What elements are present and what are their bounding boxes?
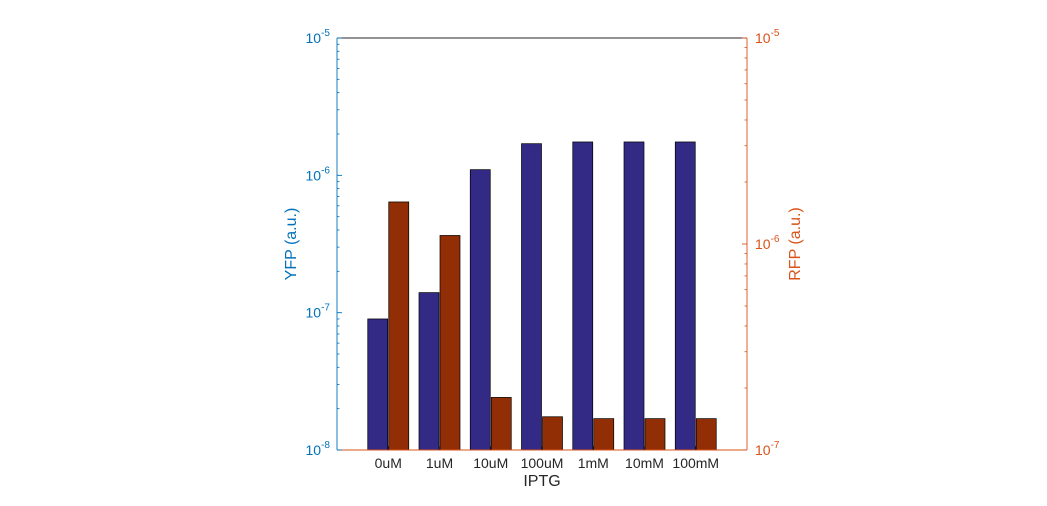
bars-group (367, 141, 717, 451)
bar-rfp-10mM (644, 418, 666, 451)
bar-rfp-100mM (695, 418, 717, 451)
x-tick-label-100mM: 100mM (672, 455, 719, 471)
x-tick-label-100uM: 100uM (521, 455, 564, 471)
axes-group: 10-8 10-7 10-6 10-5 10-7 10-6 10-5 0uM 1uM 10uM 10… (306, 28, 780, 471)
bar-yfp-1mM (572, 141, 594, 451)
right-tick-label: 10-5 (755, 28, 780, 46)
bar-yfp-10mM (623, 141, 645, 451)
bar-rfp-10uM (490, 397, 512, 451)
right-tick-label: 10-7 (755, 440, 780, 458)
right-tick-label: 10-6 (755, 234, 780, 252)
left-tick-label: 10-8 (306, 440, 331, 458)
y-axis-label-right: RFP (a.u.) (787, 207, 804, 281)
bar-yfp-0uM (367, 318, 389, 451)
x-tick-label-1mM: 1mM (578, 455, 609, 471)
bar-yfp-10uM (469, 169, 491, 451)
left-tick-label: 10-7 (306, 303, 331, 321)
bar-rfp-100uM (542, 416, 563, 451)
bar-rfp-1mM (593, 418, 615, 451)
bar-rfp-0uM (388, 201, 410, 451)
x-tick-label-10uM: 10uM (473, 455, 508, 471)
bar-yfp-1uM (418, 292, 440, 451)
x-tick-label-0uM: 0uM (375, 455, 402, 471)
bar-yfp-100mM (674, 141, 696, 451)
bar-rfp-1uM (439, 235, 461, 451)
left-tick-label: 10-5 (306, 28, 331, 46)
left-tick-label: 10-6 (306, 165, 331, 183)
x-tick-label-10mM: 10mM (625, 455, 664, 471)
y-axis-label-left: YFP (a.u.) (283, 208, 300, 281)
bar-yfp-100uM (521, 143, 542, 451)
x-axis-label: IPTG (523, 473, 560, 490)
x-tick-label-1uM: 1uM (426, 455, 453, 471)
